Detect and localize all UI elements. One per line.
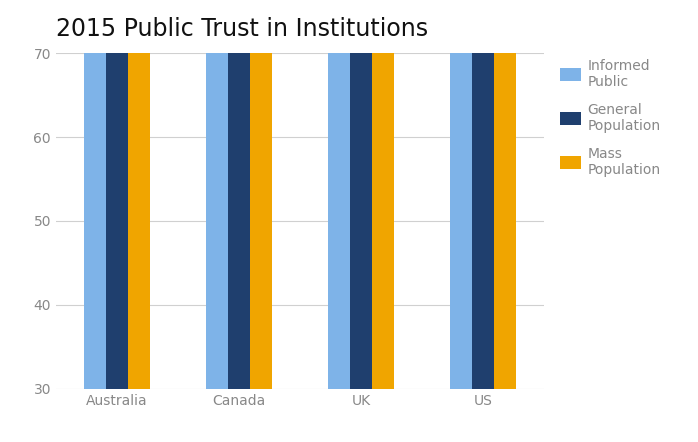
Bar [250,0,272,389]
Bar [328,0,350,389]
Legend: Informed
Public, General
Population, Mass
Population: Informed Public, General Population, Mas… [554,53,666,183]
Bar [106,0,128,389]
Bar [372,53,394,389]
Bar [84,0,106,389]
Bar [450,0,473,389]
Bar [473,0,494,389]
Text: 2015 Public Trust in Institutions: 2015 Public Trust in Institutions [56,17,428,42]
Bar [350,36,372,389]
Bar [128,0,150,389]
Bar [494,11,517,389]
Bar [206,0,228,389]
Bar [228,0,250,389]
